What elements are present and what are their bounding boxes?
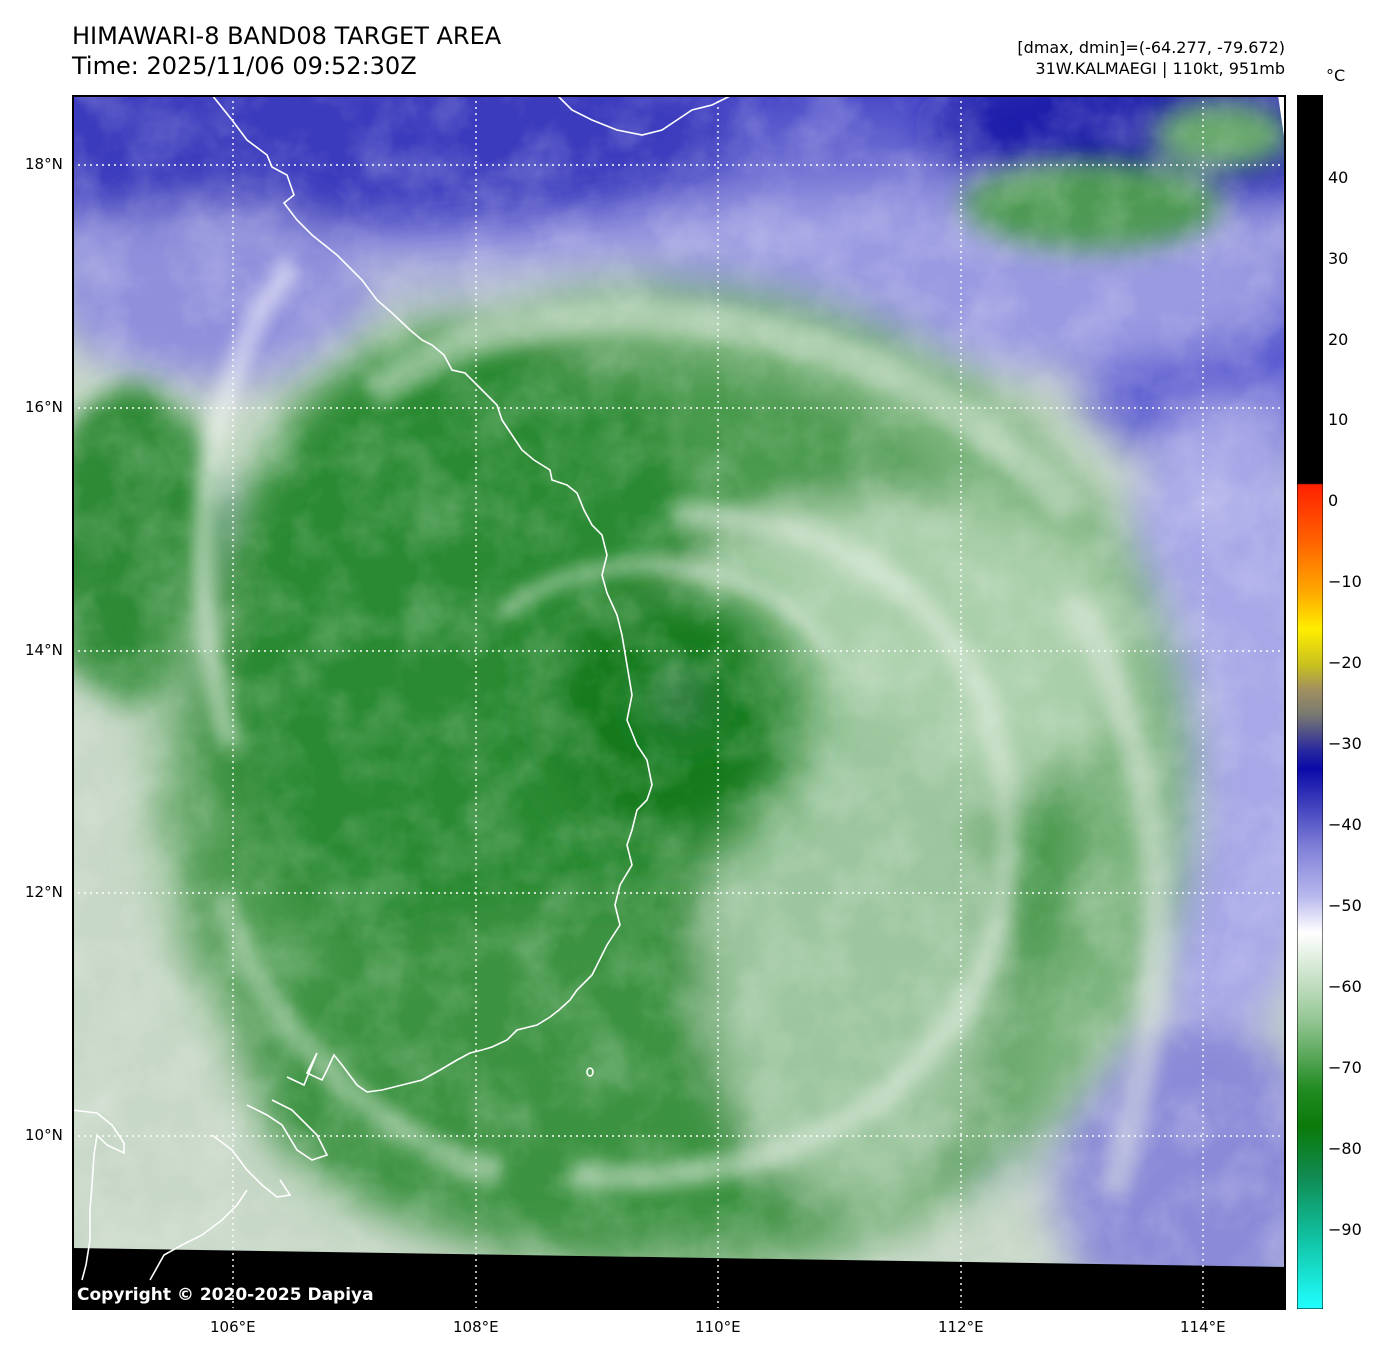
lon-label-108e: 108°E (453, 1318, 499, 1336)
chart-time: Time: 2025/11/06 09:52:30Z (72, 52, 417, 80)
cb-label-minus70: −70 (1328, 1058, 1362, 1077)
dminmax-text: [dmax, dmin]=(-64.277, -79.672) (1017, 38, 1285, 57)
cb-label-minus50: −50 (1328, 896, 1362, 915)
cb-label-minus60: −60 (1328, 977, 1362, 996)
chart-title: HIMAWARI-8 BAND08 TARGET AREA (72, 22, 502, 50)
lat-label-14n: 14°N (25, 641, 63, 659)
cb-label-0: 0 (1328, 491, 1339, 510)
cb-label-minus30: −30 (1328, 734, 1362, 753)
cb-label-20: 20 (1328, 330, 1349, 349)
lat-label-10n: 10°N (25, 1126, 63, 1144)
map-frame (72, 95, 1286, 1310)
cb-label-minus90: −90 (1328, 1220, 1362, 1239)
cb-label-minus10: −10 (1328, 572, 1362, 591)
lon-label-114e: 114°E (1180, 1318, 1226, 1336)
lon-label-110e: 110°E (695, 1318, 741, 1336)
storm-info: 31W.KALMAEGI | 110kt, 951mb (1035, 59, 1285, 78)
lat-label-16n: 16°N (25, 398, 63, 416)
cb-label-minus80: −80 (1328, 1139, 1362, 1158)
lon-label-106e: 106°E (210, 1318, 256, 1336)
cloud-imagery (72, 95, 1286, 1310)
lat-label-12n: 12°N (25, 883, 63, 901)
cb-label-30: 30 (1328, 249, 1349, 268)
colorbar (1297, 95, 1323, 1309)
graticule (72, 95, 1286, 1310)
cb-label-10: 10 (1328, 410, 1349, 429)
satellite-map: Copyright © 2020-2025 Dapiya (72, 95, 1286, 1310)
copyright-text: Copyright © 2020-2025 Dapiya (77, 1285, 374, 1305)
coastline (72, 95, 733, 1281)
colorbar-unit: °C (1326, 66, 1346, 85)
lon-label-112e: 112°E (938, 1318, 984, 1336)
cb-label-40: 40 (1328, 168, 1349, 187)
cb-label-minus20: −20 (1328, 653, 1362, 672)
cb-label-minus40: −40 (1328, 815, 1362, 834)
lat-label-18n: 18°N (25, 155, 63, 173)
